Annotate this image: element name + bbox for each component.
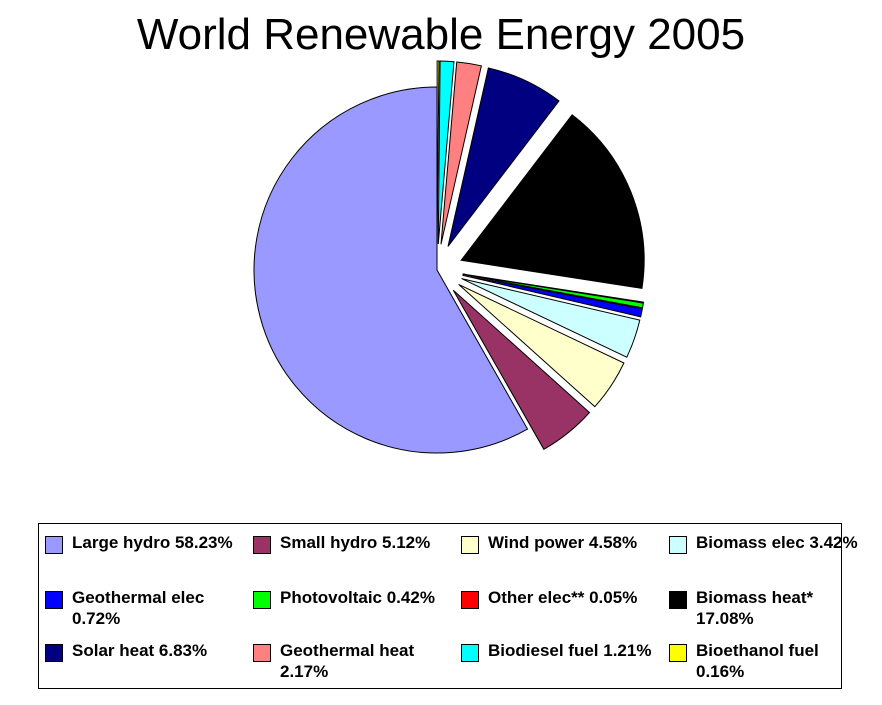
legend-swatch [253, 536, 271, 554]
legend-label: Small hydro 5.12% [280, 533, 431, 552]
pie-slice-bioethanol-fuel [436, 60, 440, 245]
legend-swatch [461, 591, 479, 609]
pie-slice-geothermal-heat [440, 61, 482, 245]
pie-slice-solar-heat [447, 67, 560, 247]
chart-legend: Large hydro 58.23% Small hydro 5.12% Wind … [38, 523, 858, 689]
legend-label: Wind power 4.58% [488, 533, 638, 552]
legend-swatch [253, 591, 271, 609]
chart-title: World Renewable Energy 2005 [136, 10, 746, 59]
legend-label: Solar heat 6.83% [72, 641, 208, 660]
legend-label: Geothermal heat 2.17% [280, 641, 415, 681]
legend-swatch [461, 536, 479, 554]
legend-label: Biodiesel fuel 1.21% [488, 641, 652, 660]
legend-swatch [669, 536, 687, 554]
legend-swatch [461, 644, 479, 662]
pie-slice-wind-power [458, 283, 625, 408]
pie-chart [253, 60, 645, 454]
pie-slice-biodiesel-fuel [437, 60, 455, 245]
legend-swatch [669, 644, 687, 662]
legend-label: Biomass heat* 17.08% [696, 588, 814, 628]
pie-slice-large-hydro [253, 86, 529, 454]
pie-slice-photovoltaic [462, 273, 644, 309]
pie-slice-small-hydro [452, 289, 591, 450]
legend-label: Photovoltaic 0.42% [280, 588, 435, 607]
pie-slice-biomass-elec [461, 278, 641, 358]
legend-label: Large hydro 58.23% [72, 533, 233, 552]
legend-swatch [45, 591, 63, 609]
legend-swatch [669, 591, 687, 609]
legend-label: Bioethanol fuel 0.16% [696, 641, 819, 681]
pie-slice-geothermal-elec [462, 274, 643, 318]
legend-swatch [253, 644, 271, 662]
legend-swatch [45, 644, 63, 662]
legend-label: Other elec** 0.05% [488, 588, 638, 607]
legend-label: Biomass elec 3.42% [696, 533, 858, 552]
legend-swatch [45, 536, 63, 554]
pie-slice-biomass-heat [460, 114, 645, 289]
legend-label: Geothermal elec 0.72% [72, 588, 205, 628]
